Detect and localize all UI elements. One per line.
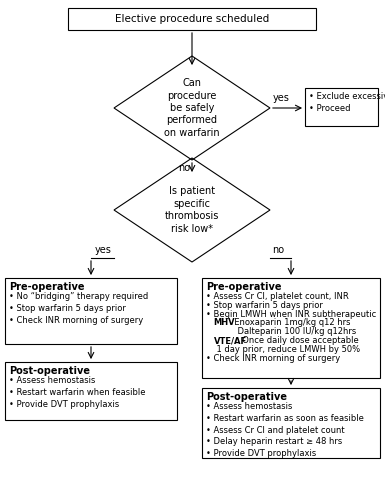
- Text: Is patient
specific
thrombosis
risk low*: Is patient specific thrombosis risk low*: [165, 186, 219, 234]
- Text: Can
procedure
be safely
performed
on warfarin: Can procedure be safely performed on war…: [164, 78, 220, 138]
- Text: yes: yes: [273, 93, 290, 103]
- Text: Pre-operative: Pre-operative: [9, 282, 84, 292]
- Text: no: no: [178, 163, 190, 173]
- Text: • Assess hemostasis
• Restart warfarin when feasible
• Provide DVT prophylaxis: • Assess hemostasis • Restart warfarin w…: [9, 376, 146, 408]
- Text: • Exclude excessive INR
• Proceed: • Exclude excessive INR • Proceed: [309, 92, 385, 113]
- Text: MHV: MHV: [214, 318, 235, 328]
- Text: Post-operative: Post-operative: [9, 366, 90, 376]
- Text: • Assess Cr Cl, platelet count, INR: • Assess Cr Cl, platelet count, INR: [206, 292, 349, 301]
- Text: Elective procedure scheduled: Elective procedure scheduled: [115, 14, 269, 24]
- Text: Pre-operative: Pre-operative: [206, 282, 281, 292]
- FancyBboxPatch shape: [68, 8, 316, 30]
- Text: Once daily dose acceptable: Once daily dose acceptable: [238, 336, 359, 345]
- Text: • Check INR morning of surgery: • Check INR morning of surgery: [206, 354, 340, 362]
- Text: Dalteparin 100 IU/kg q12hrs: Dalteparin 100 IU/kg q12hrs: [206, 327, 356, 336]
- FancyBboxPatch shape: [5, 278, 177, 344]
- Text: 1 day prior, reduce LMWH by 50%: 1 day prior, reduce LMWH by 50%: [206, 345, 360, 354]
- Text: Post-operative: Post-operative: [206, 392, 287, 402]
- Text: Enoxaparin 1mg/kg q12 hrs: Enoxaparin 1mg/kg q12 hrs: [229, 318, 351, 328]
- Text: • Assess hemostasis
• Restart warfarin as soon as feasible
• Assess Cr Cl and pl: • Assess hemostasis • Restart warfarin a…: [206, 402, 364, 458]
- FancyBboxPatch shape: [202, 388, 380, 458]
- FancyBboxPatch shape: [5, 362, 177, 420]
- FancyBboxPatch shape: [305, 88, 378, 126]
- Text: VTE/AF: VTE/AF: [214, 336, 247, 345]
- FancyBboxPatch shape: [202, 278, 380, 378]
- Text: no: no: [272, 245, 284, 255]
- Text: • Stop warfarin 5 days prior: • Stop warfarin 5 days prior: [206, 301, 323, 310]
- Text: • No “bridging” therapy required
• Stop warfarin 5 days prior
• Check INR mornin: • No “bridging” therapy required • Stop …: [9, 292, 148, 324]
- Text: yes: yes: [95, 245, 112, 255]
- Text: • Begin LMWH when INR subtherapeutic: • Begin LMWH when INR subtherapeutic: [206, 310, 376, 318]
